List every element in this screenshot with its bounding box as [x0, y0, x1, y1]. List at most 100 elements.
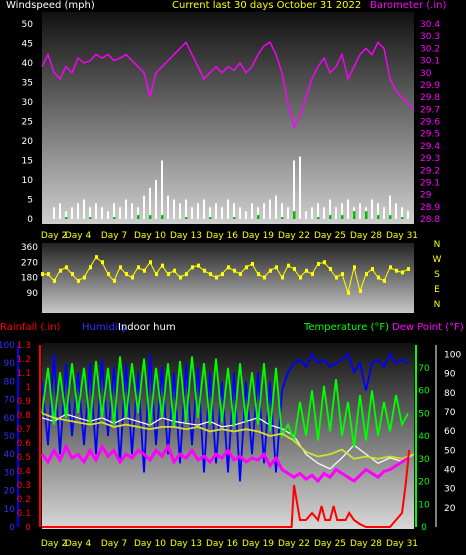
gust-bar	[341, 215, 344, 219]
wind-bar	[83, 199, 85, 219]
baro-tick-label: 29.1	[420, 178, 440, 188]
dew-tick-label: 20	[444, 504, 456, 514]
temp-tick-label: 0	[421, 523, 427, 533]
baro-tick-label: 29.8	[420, 93, 440, 103]
wind-tick-label: 45	[22, 40, 33, 50]
hum-tick-label: 50	[4, 432, 16, 442]
rain-tick-label: 0.8	[17, 411, 32, 421]
temp-tick-label: 20	[418, 478, 430, 488]
dir-tick-label: 360	[21, 243, 38, 253]
x-tick-label: Day 4	[65, 539, 92, 549]
dir-tick-label: 90	[27, 289, 39, 299]
x-tick-label: Day 31	[386, 539, 418, 549]
temp-tick-label: 60	[418, 387, 430, 397]
wind-bar	[299, 156, 301, 219]
x-tick-label: Day 4	[65, 231, 92, 241]
gust-bar	[65, 217, 68, 219]
wind-bar	[89, 207, 91, 219]
gust-bar	[329, 215, 332, 219]
x-tick-label: Day 13	[170, 539, 202, 549]
dew-tick-label: 70	[444, 408, 456, 418]
rain-tick-label: 0.4	[17, 467, 32, 477]
wind-bar	[107, 211, 109, 219]
chart-title: Current last 30 days October 31 2022	[172, 0, 361, 11]
baro-tick-label: 30.4	[420, 20, 440, 30]
baro-tick-label: 30	[420, 69, 432, 79]
wind-bar	[311, 207, 313, 219]
baro-tick-label: 29.6	[420, 118, 440, 128]
wind-bar	[371, 199, 373, 219]
gust-bar	[113, 217, 116, 219]
wind-bar	[287, 207, 289, 219]
wind-bar	[65, 211, 67, 219]
windspeed-label: Windspeed (mph)	[6, 0, 95, 11]
wind-bar	[185, 199, 187, 219]
x-tick-label: Day 16	[206, 231, 238, 241]
x-tick-label: Day 22	[278, 539, 310, 549]
x-tick-label: Day 16	[206, 539, 238, 549]
baro-tick-label: 30.1	[420, 57, 440, 67]
wind-tick-label: 5	[27, 196, 33, 206]
direction-point	[407, 267, 410, 272]
dewpoint-line	[40, 443, 409, 484]
indoor-hum-label: Indoor hum	[118, 322, 176, 333]
indoor-temp-line	[41, 412, 415, 460]
gust-bar	[281, 217, 284, 219]
wind-tick-label: 10	[22, 176, 34, 186]
temp-tick-label: 70	[418, 364, 430, 374]
hum-tick-label: 40	[4, 450, 16, 460]
wind-bar	[179, 203, 181, 219]
wind-bar	[71, 207, 73, 219]
rain-tick-label: 0.1	[17, 509, 31, 519]
compass-label: N	[434, 300, 441, 310]
wind-bar	[305, 211, 307, 219]
dew-tick-label: 50	[444, 446, 456, 456]
compass-label: W	[433, 255, 442, 265]
wind-bar	[407, 211, 409, 219]
x-tick-label: Day 2	[41, 231, 67, 241]
x-tick-label: Day 28	[350, 539, 382, 549]
top-panel-bg	[42, 12, 414, 224]
wind-bar	[281, 203, 283, 219]
humidity-label: Humidity	[82, 322, 127, 333]
direction-panel-bg	[42, 243, 414, 313]
wind-tick-label: 40	[22, 59, 34, 69]
x-tick-label: Day 2	[41, 539, 67, 549]
wind-bar	[323, 207, 325, 219]
wind-bar	[293, 160, 295, 219]
wind-tick-label: 50	[22, 20, 34, 30]
baro-tick-label: 29.3	[420, 154, 440, 164]
gust-bar	[317, 217, 320, 219]
wind-bar	[149, 187, 151, 219]
wind-tick-label: 15	[22, 157, 33, 167]
temperature-label: Temperature (°F)	[303, 322, 389, 333]
wind-bar	[215, 203, 217, 219]
gust-bar	[257, 215, 260, 219]
dew-tick-label: 60	[444, 427, 456, 437]
hum-tick-label: 10	[4, 505, 16, 515]
dir-tick-label: 270	[21, 258, 38, 268]
wind-bar	[233, 203, 235, 219]
compass-label: E	[434, 285, 440, 295]
wind-bar	[53, 207, 55, 219]
rain-tick-label: 1.2	[17, 355, 31, 365]
wind-bar	[245, 211, 247, 219]
baro-tick-label: 30.2	[420, 44, 440, 54]
dew-tick-label: 90	[444, 370, 456, 380]
temp-tick-label: 50	[418, 409, 430, 419]
wind-bar	[341, 203, 343, 219]
wind-bar	[317, 203, 319, 219]
gust-bar	[161, 215, 164, 219]
wind-bar	[389, 195, 391, 219]
gust-bar	[209, 217, 212, 219]
temp-tick-label: 10	[418, 500, 430, 510]
wind-bar	[197, 203, 199, 219]
gust-bar	[365, 211, 368, 219]
wind-bar	[119, 207, 121, 219]
x-tick-label: Day 10	[134, 231, 166, 241]
wind-bar	[251, 203, 253, 219]
wind-bar	[257, 207, 259, 219]
hum-tick-label: 70	[4, 396, 16, 406]
gust-bar	[185, 217, 188, 219]
gust-bar	[233, 217, 236, 219]
